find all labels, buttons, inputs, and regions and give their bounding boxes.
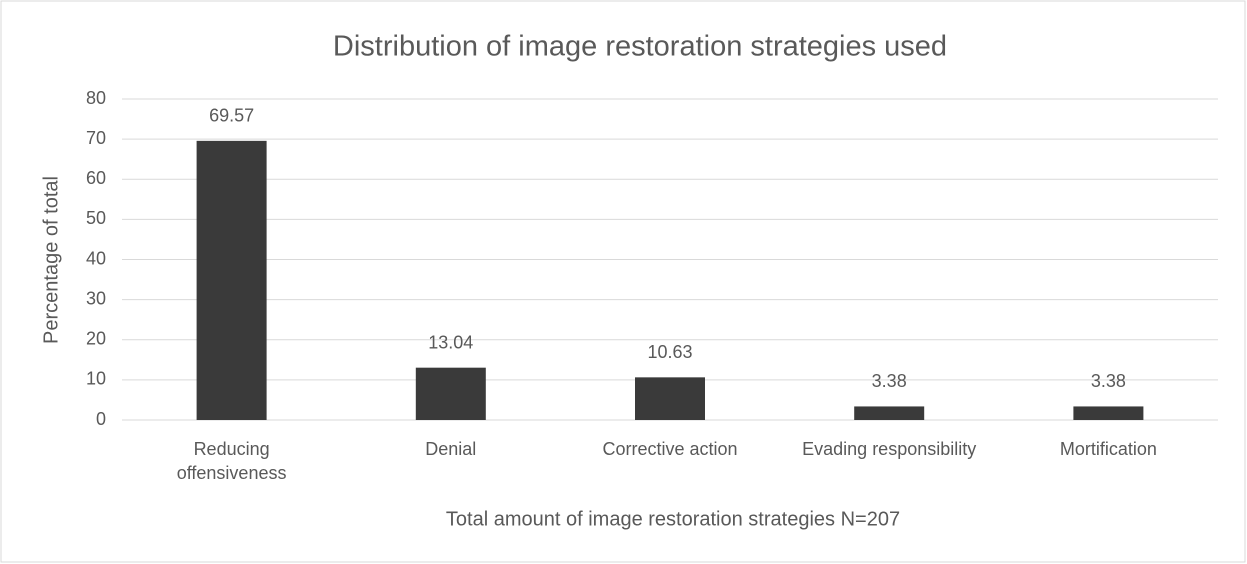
- bar: [854, 406, 925, 420]
- x-tick-label: Mortification: [1059, 439, 1157, 459]
- y-tick-label: 60: [86, 168, 106, 188]
- data-label: 3.38: [1091, 371, 1126, 391]
- bar: [415, 367, 486, 420]
- y-tick-label: 70: [86, 128, 106, 148]
- data-label: 3.38: [872, 371, 907, 391]
- data-label: 13.04: [428, 332, 473, 352]
- data-label: 69.57: [209, 106, 254, 126]
- y-tick-label: 30: [86, 288, 106, 308]
- y-tick-label: 10: [86, 369, 106, 389]
- x-tick-label: Reducing offensiveness: [176, 439, 287, 483]
- y-axis-title: Percentage of total: [40, 176, 62, 344]
- chart-title: Distribution of image restoration strate…: [333, 31, 947, 63]
- x-tick-label: Denial: [425, 439, 477, 459]
- y-tick-label: 50: [86, 208, 106, 228]
- x-tick-label: Corrective action: [602, 439, 738, 459]
- x-tick-label: Evading responsibility: [802, 439, 977, 459]
- bar: [1073, 406, 1144, 420]
- data-label: 10.63: [647, 342, 692, 362]
- bar: [635, 377, 705, 420]
- x-axis-title: Total amount of image restoration strate…: [446, 508, 900, 530]
- bar: [196, 140, 267, 420]
- y-tick-label: 20: [86, 329, 106, 349]
- y-tick-label: 40: [86, 248, 106, 268]
- y-tick-label: 0: [96, 409, 106, 429]
- y-tick-label: 80: [86, 88, 106, 108]
